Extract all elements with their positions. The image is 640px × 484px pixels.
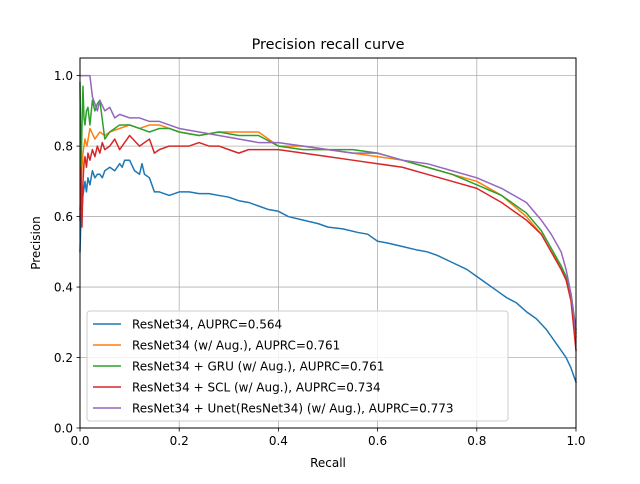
series-line-1 xyxy=(79,159,577,384)
series-line-5 xyxy=(79,74,577,334)
x-tick-label: 0.8 xyxy=(467,434,486,448)
x-axis-label: Recall xyxy=(310,456,346,470)
series-layer xyxy=(79,74,577,384)
legend-box xyxy=(86,310,509,422)
y-tick-label: 0.8 xyxy=(54,140,73,154)
x-tick-label: 0.6 xyxy=(368,434,387,448)
series-line-4 xyxy=(79,134,577,352)
y-tick-label: 1.0 xyxy=(54,69,73,83)
x-tick-label: 0.2 xyxy=(170,434,189,448)
y-axis-label: Precision xyxy=(29,216,43,270)
legend-label-5: ResNet34 + Unet(ResNet34) (w/ Aug.), AUP… xyxy=(132,402,454,416)
legend-label-1: ResNet34, AUPRC=0.564 xyxy=(132,318,282,332)
x-tick-label: 0.0 xyxy=(70,434,89,448)
x-axis-ticks: 0.0 0.2 0.4 0.6 0.8 1.0 xyxy=(70,428,586,448)
y-axis-ticks: 0.0 0.2 0.4 0.6 0.8 1.0 xyxy=(54,69,80,436)
plot-area-frame xyxy=(79,57,577,429)
chart-title: Precision recall curve xyxy=(252,37,405,53)
y-tick-label: 0.6 xyxy=(54,210,73,224)
legend-label-4: ResNet34 + SCL (w/ Aug.), AUPRC=0.734 xyxy=(132,381,381,395)
y-tick-label: 0.2 xyxy=(54,351,73,365)
series-line-2 xyxy=(79,124,577,338)
legend-label-3: ResNet34 + GRU (w/ Aug.), AUPRC=0.761 xyxy=(132,360,384,374)
legend-label-2: ResNet34 (w/ Aug.), AUPRC=0.761 xyxy=(132,339,340,353)
x-tick-label: 1.0 xyxy=(566,434,585,448)
y-tick-label: 0.4 xyxy=(54,281,73,295)
series-line-3 xyxy=(79,81,577,331)
legend: ResNet34, AUPRC=0.564 ResNet34 (w/ Aug.),… xyxy=(86,310,509,422)
y-tick-label: 0.0 xyxy=(54,422,73,436)
x-tick-label: 0.4 xyxy=(269,434,288,448)
